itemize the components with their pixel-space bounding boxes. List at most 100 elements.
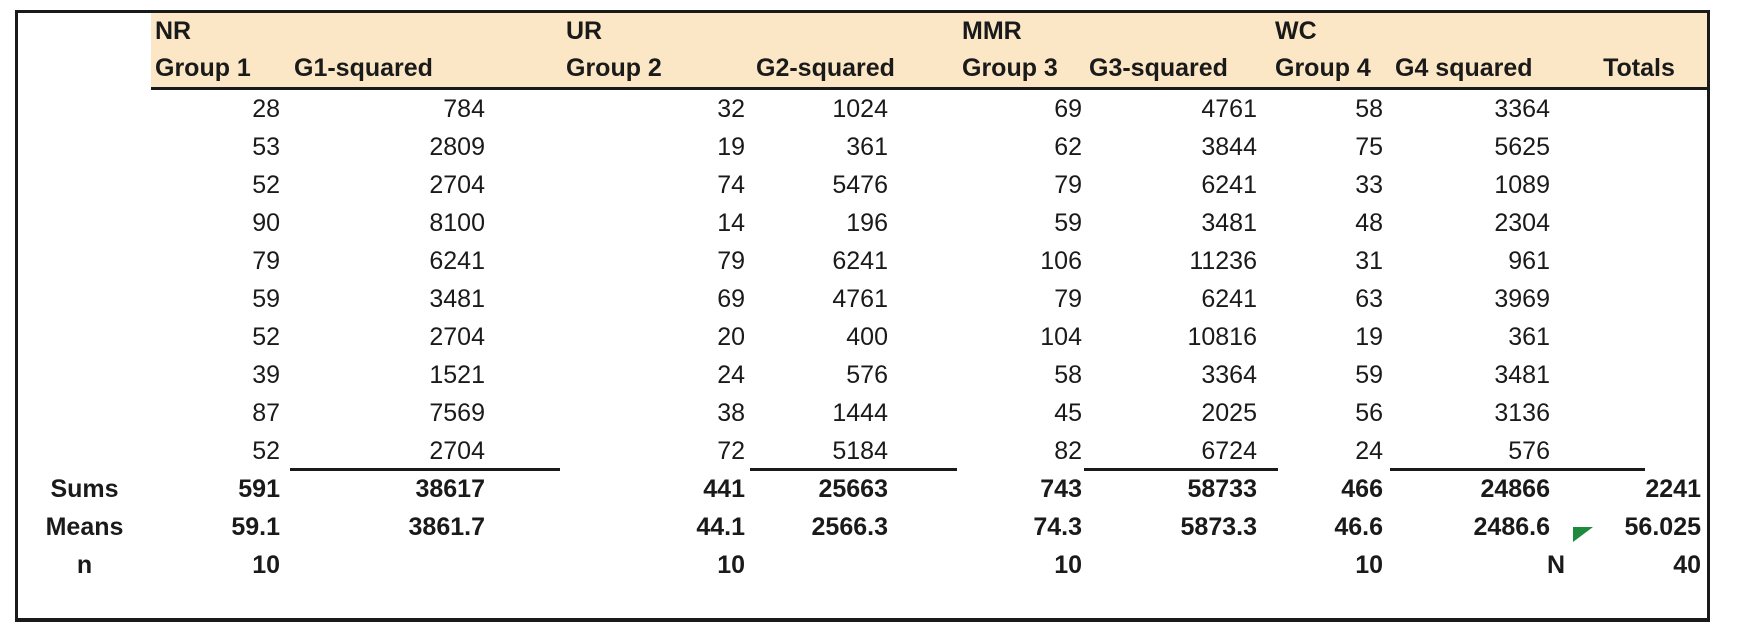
mean-group1[interactable]: 59.1 bbox=[231, 512, 280, 541]
n-total[interactable]: 40 bbox=[1673, 550, 1701, 579]
cell-group4[interactable]: 56 bbox=[1355, 398, 1383, 427]
cell-g4sq[interactable]: 5625 bbox=[1494, 132, 1550, 161]
column-header-g4-squared[interactable]: G4 squared bbox=[1391, 50, 1571, 87]
cell-g4sq[interactable]: 3481 bbox=[1494, 360, 1550, 389]
header-spacer[interactable] bbox=[1085, 13, 1271, 50]
mean-g1sq[interactable]: 3861.7 bbox=[408, 512, 485, 541]
cell-g3sq[interactable]: 2025 bbox=[1201, 398, 1257, 427]
cell-g4sq[interactable]: 3969 bbox=[1494, 284, 1550, 313]
cell-g1sq[interactable]: 3481 bbox=[429, 284, 485, 313]
cell-g2sq[interactable]: 5184 bbox=[832, 436, 888, 465]
empty-cell[interactable] bbox=[1085, 546, 1271, 584]
cell-g2sq[interactable]: 4761 bbox=[832, 284, 888, 313]
mean-group2[interactable]: 44.1 bbox=[696, 512, 745, 541]
row-label-cell[interactable] bbox=[18, 204, 151, 242]
mean-g4sq[interactable]: 2486.6 bbox=[1473, 512, 1550, 541]
cell-g1sq[interactable]: 2809 bbox=[429, 132, 485, 161]
mean-g2sq[interactable]: 2566.3 bbox=[811, 512, 888, 541]
sum-group2[interactable]: 441 bbox=[703, 474, 745, 503]
cell-group1[interactable]: 28 bbox=[252, 94, 280, 123]
cell-totals[interactable] bbox=[1571, 432, 1707, 470]
sum-g1sq[interactable]: 38617 bbox=[415, 474, 485, 503]
cell-g1sq[interactable]: 7569 bbox=[429, 398, 485, 427]
cell-group2[interactable]: 79 bbox=[717, 246, 745, 275]
sum-total[interactable]: 2241 bbox=[1645, 474, 1701, 503]
n-group3[interactable]: 10 bbox=[1054, 550, 1082, 579]
empty-cell[interactable] bbox=[752, 546, 958, 584]
n-group4[interactable]: 10 bbox=[1355, 550, 1383, 579]
row-label-cell[interactable] bbox=[18, 394, 151, 432]
n-group2[interactable]: 10 bbox=[717, 550, 745, 579]
cell-group2[interactable]: 38 bbox=[717, 398, 745, 427]
cell-group3[interactable]: 104 bbox=[1040, 322, 1082, 351]
cell-group3[interactable]: 62 bbox=[1054, 132, 1082, 161]
header-spacer[interactable] bbox=[1571, 13, 1707, 50]
column-header-totals[interactable]: Totals bbox=[1571, 50, 1707, 87]
cell-group1[interactable]: 39 bbox=[252, 360, 280, 389]
column-header-group3[interactable]: Group 3 bbox=[958, 50, 1085, 87]
row-label-cell[interactable] bbox=[18, 356, 151, 394]
cell-g1sq[interactable]: 2704 bbox=[429, 170, 485, 199]
cell-g1sq[interactable]: 1521 bbox=[429, 360, 485, 389]
column-header-group4[interactable]: Group 4 bbox=[1271, 50, 1391, 87]
cell-group1[interactable]: 53 bbox=[252, 132, 280, 161]
cell-g4sq[interactable]: 2304 bbox=[1494, 208, 1550, 237]
row-label-cell[interactable] bbox=[18, 128, 151, 166]
cell-group4[interactable]: 48 bbox=[1355, 208, 1383, 237]
cell-g4sq[interactable]: 961 bbox=[1508, 246, 1550, 275]
sum-g4sq[interactable]: 24866 bbox=[1480, 474, 1550, 503]
cell-group4[interactable]: 19 bbox=[1355, 322, 1383, 351]
cell-group1[interactable]: 90 bbox=[252, 208, 280, 237]
cell-g1sq[interactable]: 2704 bbox=[429, 322, 485, 351]
mean-g3sq[interactable]: 5873.3 bbox=[1180, 512, 1257, 541]
sum-group3[interactable]: 743 bbox=[1040, 474, 1082, 503]
cell-group3[interactable]: 79 bbox=[1054, 284, 1082, 313]
sum-group1[interactable]: 591 bbox=[238, 474, 280, 503]
cell-group4[interactable]: 33 bbox=[1355, 170, 1383, 199]
cell-g4sq[interactable]: 3136 bbox=[1494, 398, 1550, 427]
cell-g3sq[interactable]: 10816 bbox=[1187, 322, 1257, 351]
cell-group1[interactable]: 79 bbox=[252, 246, 280, 275]
cell-g3sq[interactable]: 6241 bbox=[1201, 170, 1257, 199]
column-header-group2[interactable]: Group 2 bbox=[562, 50, 752, 87]
cell-group1[interactable]: 87 bbox=[252, 398, 280, 427]
cell-totals[interactable] bbox=[1571, 356, 1707, 394]
cell-group2[interactable]: 69 bbox=[717, 284, 745, 313]
cell-totals[interactable] bbox=[1571, 318, 1707, 356]
group-tag-ur[interactable]: UR bbox=[562, 13, 752, 50]
sum-g3sq[interactable]: 58733 bbox=[1187, 474, 1257, 503]
cell-group3[interactable]: 79 bbox=[1054, 170, 1082, 199]
cell-totals[interactable] bbox=[1571, 242, 1707, 280]
cell-totals[interactable] bbox=[1571, 90, 1707, 128]
corner-cell[interactable] bbox=[18, 13, 151, 50]
cell-g2sq[interactable]: 6241 bbox=[832, 246, 888, 275]
mean-total[interactable]: 56.025 bbox=[1571, 508, 1707, 546]
cell-g2sq[interactable]: 400 bbox=[846, 322, 888, 351]
row-label-cell[interactable] bbox=[18, 90, 151, 128]
cell-totals[interactable] bbox=[1571, 128, 1707, 166]
row-label-cell[interactable] bbox=[18, 166, 151, 204]
cell-g1sq[interactable]: 6241 bbox=[429, 246, 485, 275]
cell-g3sq[interactable]: 4761 bbox=[1201, 94, 1257, 123]
mean-group3[interactable]: 74.3 bbox=[1033, 512, 1082, 541]
cell-group1[interactable]: 52 bbox=[252, 170, 280, 199]
column-header-g3-squared[interactable]: G3-squared bbox=[1085, 50, 1271, 87]
cell-group4[interactable]: 63 bbox=[1355, 284, 1383, 313]
cell-g1sq[interactable]: 2704 bbox=[429, 436, 485, 465]
cell-group4[interactable]: 75 bbox=[1355, 132, 1383, 161]
cell-g3sq[interactable]: 3364 bbox=[1201, 360, 1257, 389]
cell-g3sq[interactable]: 6724 bbox=[1201, 436, 1257, 465]
cell-group2[interactable]: 74 bbox=[717, 170, 745, 199]
cell-g4sq[interactable]: 1089 bbox=[1494, 170, 1550, 199]
cell-totals[interactable] bbox=[1571, 280, 1707, 318]
cell-group3[interactable]: 106 bbox=[1040, 246, 1082, 275]
cell-totals[interactable] bbox=[1571, 394, 1707, 432]
cell-group2[interactable]: 72 bbox=[717, 436, 745, 465]
column-header-g2-squared[interactable]: G2-squared bbox=[752, 50, 958, 87]
cell-totals[interactable] bbox=[1571, 204, 1707, 242]
cell-group2[interactable]: 32 bbox=[717, 94, 745, 123]
n-group1[interactable]: 10 bbox=[252, 550, 280, 579]
group-tag-nr[interactable]: NR bbox=[151, 13, 290, 50]
cell-g4sq[interactable]: 361 bbox=[1508, 322, 1550, 351]
cell-g2sq[interactable]: 361 bbox=[846, 132, 888, 161]
